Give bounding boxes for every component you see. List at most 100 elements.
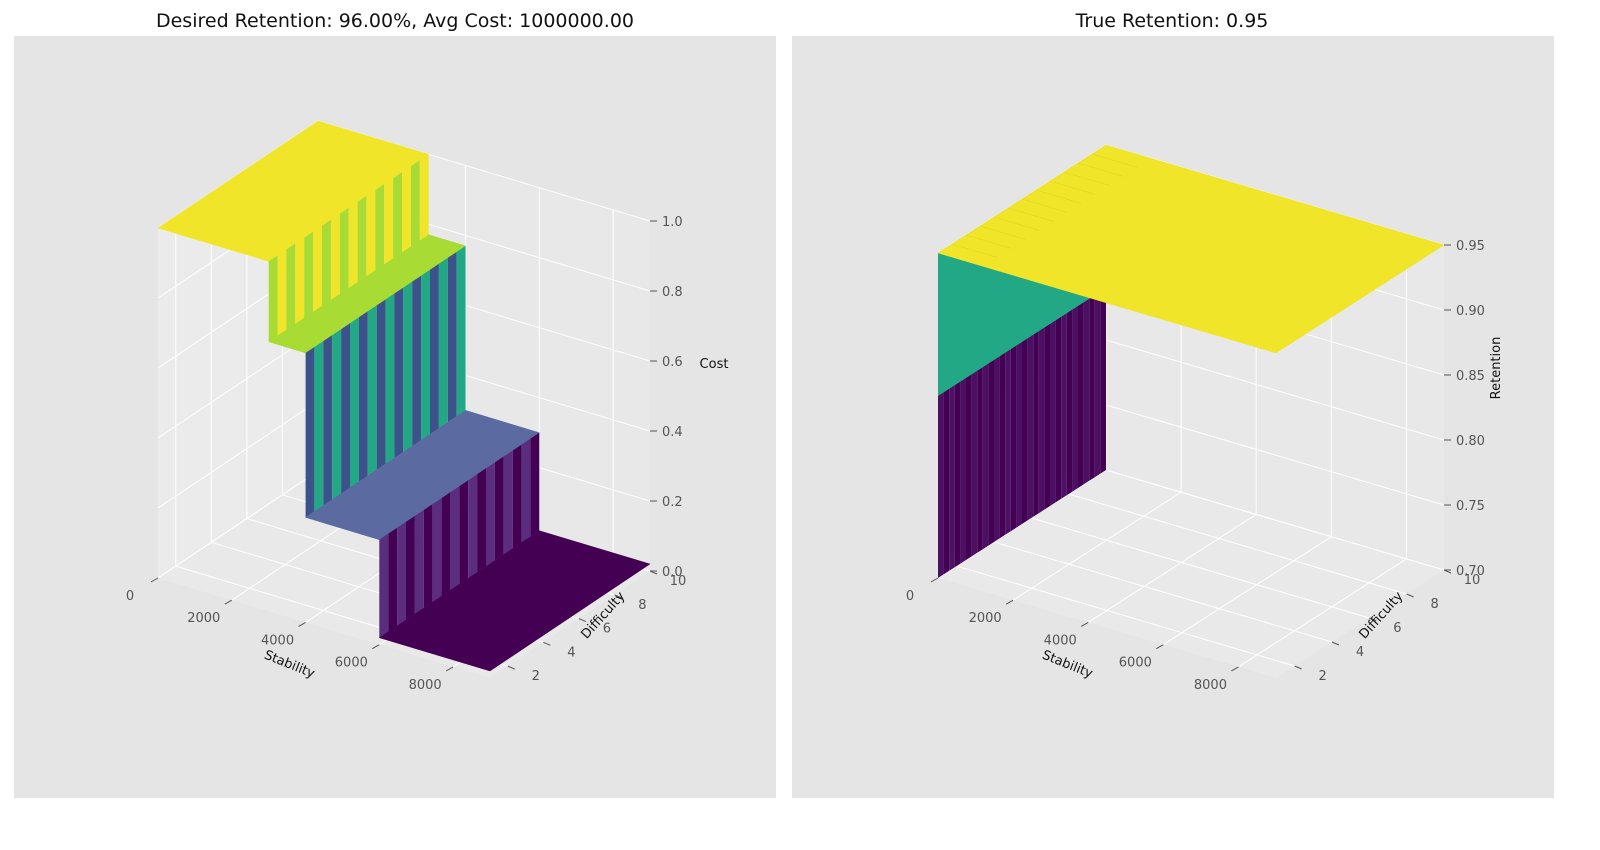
surface-step-3 bbox=[441, 492, 451, 597]
x-tick bbox=[372, 644, 380, 650]
y-tick bbox=[1331, 641, 1340, 646]
surface-mesh-line bbox=[1091, 153, 1138, 168]
surface-step-1 bbox=[286, 243, 296, 330]
z-tick-label: 0.2 bbox=[662, 495, 683, 510]
surface-step-2 bbox=[438, 257, 448, 429]
surface-mesh-line bbox=[979, 225, 1026, 240]
x-tick-label: 4000 bbox=[261, 633, 294, 648]
surface-step-3 bbox=[379, 533, 389, 638]
y-tick-label: 10 bbox=[1464, 573, 1481, 588]
x-tick bbox=[224, 599, 233, 605]
y-tick bbox=[578, 618, 587, 623]
surface-step-3 bbox=[494, 456, 504, 561]
z-tick-label: 0.8 bbox=[662, 285, 683, 300]
surface-step-2 bbox=[456, 245, 466, 417]
surface-step-2 bbox=[305, 347, 315, 518]
surface-mesh-line bbox=[1049, 180, 1096, 195]
chart-title: Desired Retention: 96.00%, Avg Cost: 100… bbox=[156, 10, 634, 32]
surface-step-1 bbox=[375, 184, 385, 271]
x-tick-label: 6000 bbox=[1119, 656, 1152, 671]
x-tick-label: 2000 bbox=[187, 611, 220, 626]
x-tick-label: 6000 bbox=[335, 656, 368, 671]
pane-floor bbox=[938, 470, 1444, 678]
surface-step-2 bbox=[394, 287, 404, 458]
x-tick-label: 4000 bbox=[1044, 633, 1077, 648]
surface-step-1 bbox=[313, 225, 322, 313]
y-tick bbox=[1406, 593, 1414, 598]
surface-step-1 bbox=[357, 195, 367, 283]
surface-step-1 bbox=[277, 249, 287, 336]
surface-step-2 bbox=[385, 293, 395, 464]
z-tick-label: 0.4 bbox=[662, 425, 683, 440]
y-tick bbox=[1369, 617, 1377, 622]
surface-step-1 bbox=[322, 219, 331, 307]
surface-plateau-low bbox=[378, 530, 651, 672]
surface-step-3 bbox=[406, 515, 415, 620]
surface-step-3 bbox=[388, 527, 398, 632]
z-tick-label: 0.85 bbox=[1456, 369, 1485, 384]
surface-step-1 bbox=[339, 207, 349, 295]
surface-step-3 bbox=[521, 438, 531, 543]
z-tick-label: 1.0 bbox=[662, 215, 683, 230]
y-tick-label: 8 bbox=[1431, 597, 1439, 612]
surface-step-1 bbox=[393, 172, 402, 259]
surface-step-3 bbox=[477, 468, 486, 573]
surface-mesh-line bbox=[965, 234, 1012, 249]
x-tick bbox=[930, 577, 939, 583]
y-tick bbox=[1294, 665, 1302, 670]
y-tick-label: 6 bbox=[603, 622, 611, 637]
x-tick bbox=[298, 622, 306, 627]
surface-mesh-line bbox=[1077, 162, 1124, 177]
surface-mesh-line bbox=[1021, 198, 1068, 213]
surface-mesh-line bbox=[993, 216, 1040, 231]
surface-mesh-line bbox=[1007, 207, 1054, 222]
surface-step-2 bbox=[314, 341, 324, 512]
surface-step-3 bbox=[512, 444, 522, 549]
surface-step-2 bbox=[447, 251, 457, 423]
x-tick-label: 0 bbox=[126, 589, 134, 604]
surface-step-1 bbox=[295, 237, 305, 324]
y-tick bbox=[543, 641, 551, 646]
y-tick bbox=[507, 665, 515, 670]
y-tick-label: 2 bbox=[532, 669, 540, 684]
surface-step-3 bbox=[459, 480, 469, 585]
retention-chart-panel: 0 2000 4000 6000 8000 2 4 6 8 10 0.70 0.75 0.80 0.85 0… bbox=[790, 0, 1590, 850]
surface-step-2 bbox=[421, 269, 430, 441]
z-tick-label: 0.80 bbox=[1456, 434, 1485, 449]
x-tick bbox=[150, 577, 159, 583]
x-tick bbox=[1080, 622, 1089, 627]
z-tick-label: 0.70 bbox=[1456, 564, 1485, 579]
y-tick-label: 10 bbox=[670, 574, 687, 589]
z-tick-label: 0.90 bbox=[1456, 304, 1485, 319]
surface-mesh-line bbox=[1035, 189, 1082, 204]
y-tick bbox=[614, 594, 622, 599]
surface-step-1 bbox=[402, 166, 411, 253]
x-tick bbox=[1156, 644, 1164, 650]
z-tick-label: 0.6 bbox=[662, 355, 683, 370]
cost-surface-chart: 0 2000 4000 6000 8000 2 4 6 8 100.0 0.2 0.4 0.6 0.8 1.… bbox=[14, 10, 776, 798]
surface-step-3 bbox=[486, 462, 495, 567]
x-tick-label: 0 bbox=[906, 589, 914, 604]
surface-step-1 bbox=[268, 255, 278, 342]
surface-step-3 bbox=[432, 498, 442, 602]
y-tick-label: 8 bbox=[638, 598, 646, 613]
z-tick-label: 0.95 bbox=[1456, 239, 1485, 254]
chart-title: True Retention: 0.95 bbox=[1075, 10, 1269, 32]
cost-chart-panel: 0 2000 4000 6000 8000 2 4 6 8 10 0.0 0.2 0.4 0.6 0.8 1.… bbox=[14, 10, 776, 798]
y-tick-label: 4 bbox=[567, 645, 575, 660]
x-tick-label: 2000 bbox=[969, 611, 1002, 626]
y-tick-label: 4 bbox=[1356, 645, 1364, 660]
surface-step-1 bbox=[410, 160, 420, 247]
surface-step-2 bbox=[376, 299, 386, 470]
surface-step-2 bbox=[323, 335, 333, 506]
y-tick-label: 6 bbox=[1393, 621, 1401, 636]
x-tick bbox=[1231, 666, 1239, 672]
surface-step-2 bbox=[403, 281, 413, 453]
surface-step-1 bbox=[348, 201, 358, 289]
surface-step-1 bbox=[304, 231, 314, 319]
surface-step-1 bbox=[419, 154, 429, 241]
z-axis-label: Cost bbox=[700, 357, 729, 372]
x-tick bbox=[1005, 599, 1014, 605]
z-axis-label: Retention bbox=[1489, 337, 1504, 400]
z-tick-label: 0.0 bbox=[662, 565, 683, 580]
